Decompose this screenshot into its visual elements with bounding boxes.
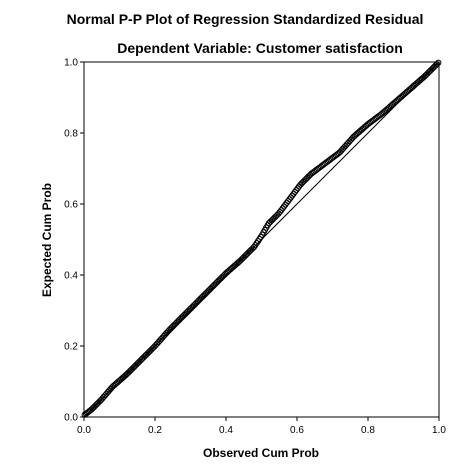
x-tick-label: 0.8: [361, 425, 375, 436]
x-axis-title: Observed Cum Prob: [203, 446, 319, 460]
x-tick-label: 0.4: [219, 425, 233, 436]
y-tick-label: 0.2: [64, 342, 78, 353]
y-axis-title: Expected Cum Prob: [40, 183, 54, 297]
chart-subtitle: Dependent Variable: Customer satisfactio…: [117, 40, 403, 56]
y-tick-label: 0.8: [64, 129, 78, 140]
data-point: [435, 59, 442, 66]
data-points: [81, 59, 442, 418]
y-tick-label: 1.0: [64, 58, 78, 69]
y-tick-label: 0.0: [64, 413, 78, 424]
y-tick-label: 0.6: [64, 200, 78, 211]
x-tick-label: 1.0: [432, 425, 446, 436]
x-tick-label: 0.6: [290, 425, 304, 436]
data-point: [433, 60, 441, 68]
chart-title: Normal P-P Plot of Regression Standardiz…: [67, 11, 424, 27]
x-axis-ticks: 0.0 0.2 0.4 0.6 0.8 1.0: [77, 417, 446, 436]
y-tick-label: 0.4: [64, 271, 78, 282]
y-axis-ticks: 0.0 0.2 0.4 0.6 0.8 1.0: [64, 58, 84, 424]
x-tick-label: 0.2: [148, 425, 162, 436]
x-tick-label: 0.0: [77, 425, 91, 436]
